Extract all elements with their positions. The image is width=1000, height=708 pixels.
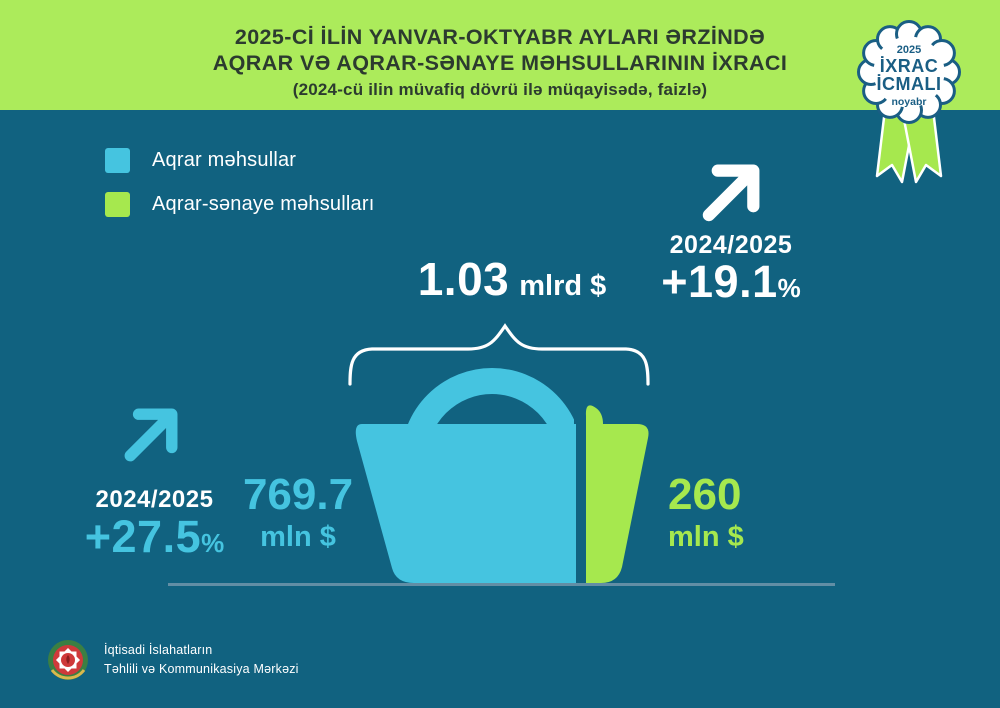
- legend-swatch-blue-icon: [105, 148, 130, 173]
- badge-year: 2025: [897, 44, 921, 56]
- aqrar-value: 769.7: [242, 470, 354, 519]
- export-review-badge: 2025 İXRAC İCMALI noyabr: [857, 20, 961, 184]
- total-change-percent-sign: %: [777, 273, 801, 303]
- page-subtitle: (2024-cü ilin müvafiq dövrü ilə müqayisə…: [292, 79, 708, 99]
- growth-arrow-aqrar-icon: [124, 408, 178, 462]
- footer: İqtisadi İslahatların Təhlili və Kommuni…: [46, 638, 299, 682]
- header-titles: 2025-Cİ İLİN YANVAR-OKTYABR AYLARI ƏRZİN…: [213, 0, 787, 100]
- header-bar: 2025-Cİ İLİN YANVAR-OKTYABR AYLARI ƏRZİN…: [0, 0, 1000, 110]
- aqrar-senaye-value: 260: [668, 470, 742, 519]
- basket-green-segment: [585, 405, 649, 583]
- organization-name: İqtisadi İslahatların Təhlili və Kommuni…: [104, 641, 299, 680]
- aqrar-change-value: +27.5: [84, 511, 202, 562]
- legend-label-aqrar: Aqrar məhsullar: [152, 149, 297, 171]
- total-value: 1.03: [417, 253, 510, 305]
- basket-divider-gap: [574, 352, 586, 582]
- basket-blue-segment: [355, 424, 576, 583]
- total-brace-icon: [348, 323, 650, 386]
- legend-item-aqrar: Aqrar məhsullar: [105, 148, 374, 173]
- total-change-value: +19.1: [661, 256, 778, 307]
- badge-title-line-2: İCMALI: [877, 74, 942, 94]
- legend-swatch-green-icon: [105, 192, 130, 217]
- page-title-line-1: 2025-Cİ İLİN YANVAR-OKTYABR AYLARI ƏRZİN…: [234, 25, 766, 49]
- aqrar-senaye-unit: mln $: [668, 521, 744, 553]
- legend-label-aqrar-senaye: Aqrar-sənaye məhsulları: [152, 193, 375, 215]
- organization-name-line-1: İqtisadi İslahatların: [104, 642, 213, 657]
- badge-title-line-1: İXRAC: [880, 56, 939, 76]
- aqrar-change-percent-sign: %: [201, 528, 225, 558]
- legend-item-aqrar-senaye: Aqrar-sənaye məhsulları: [105, 192, 374, 217]
- organization-emblem-icon: [48, 640, 88, 680]
- page-title-line-2: AQRAR VƏ AQRAR-SƏNAYE MƏHSULLARININ İXRA…: [212, 51, 788, 76]
- badge-seal-icon: [857, 20, 961, 124]
- baseline-rule: [168, 583, 835, 586]
- aqrar-unit: mln $: [260, 521, 336, 553]
- growth-arrow-total-icon: [702, 164, 760, 222]
- total-period-label: 2024/2025: [669, 231, 793, 259]
- badge-month: noyabr: [891, 96, 926, 108]
- total-unit: mlrd $: [519, 270, 607, 302]
- legend: Aqrar məhsullar Aqrar-sənaye məhsulları: [105, 148, 374, 236]
- aqrar-period-label: 2024/2025: [95, 486, 214, 513]
- organization-name-line-2: Təhlili və Kommunikasiya Mərkəzi: [104, 662, 299, 676]
